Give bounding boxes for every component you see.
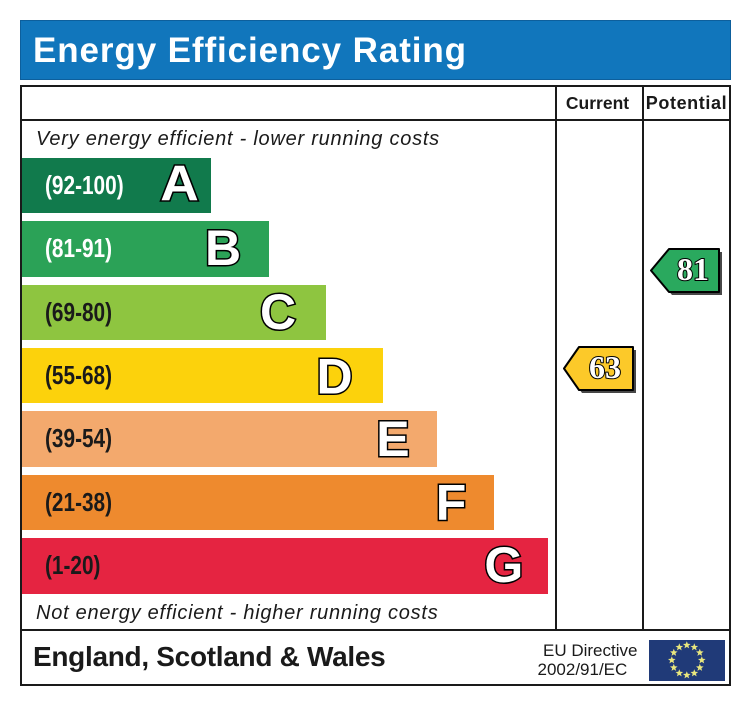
svg-text:C: C: [260, 284, 296, 340]
svg-text:81: 81: [677, 251, 709, 287]
svg-text:G: G: [484, 537, 523, 593]
svg-text:F: F: [436, 475, 467, 531]
svg-text:A: A: [160, 156, 199, 212]
svg-text:D: D: [316, 349, 352, 405]
svg-text:E: E: [376, 411, 409, 467]
svg-text:63: 63: [589, 349, 621, 385]
svg-text:B: B: [205, 220, 241, 276]
